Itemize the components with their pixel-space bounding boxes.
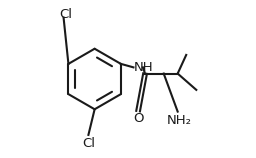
- Text: O: O: [133, 112, 143, 125]
- Text: NH₂: NH₂: [167, 114, 192, 127]
- Text: Cl: Cl: [82, 137, 95, 150]
- Text: Cl: Cl: [60, 8, 73, 21]
- Text: NH: NH: [134, 61, 154, 74]
